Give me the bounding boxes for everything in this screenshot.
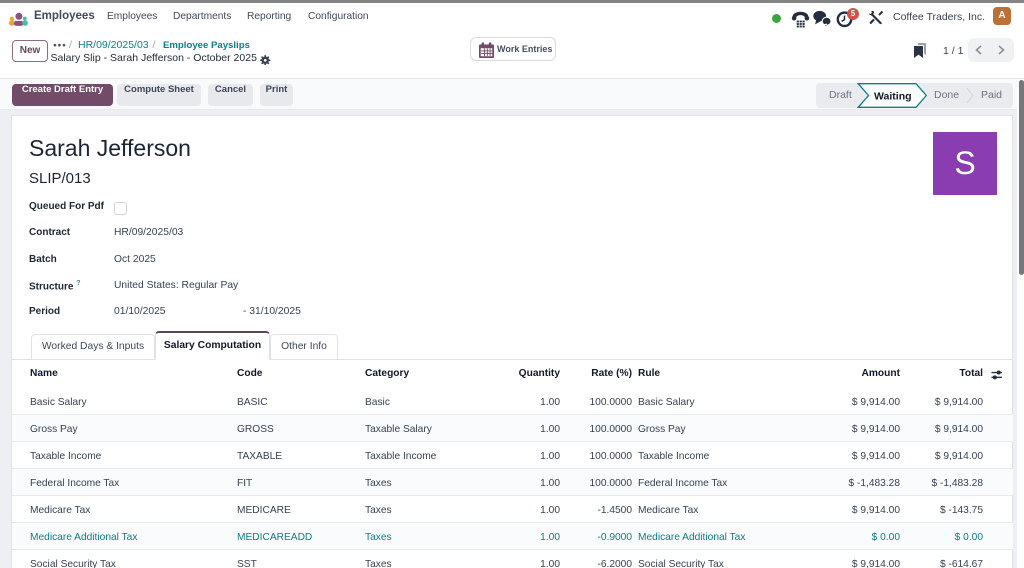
svg-text:Waiting: Waiting [874, 90, 912, 102]
